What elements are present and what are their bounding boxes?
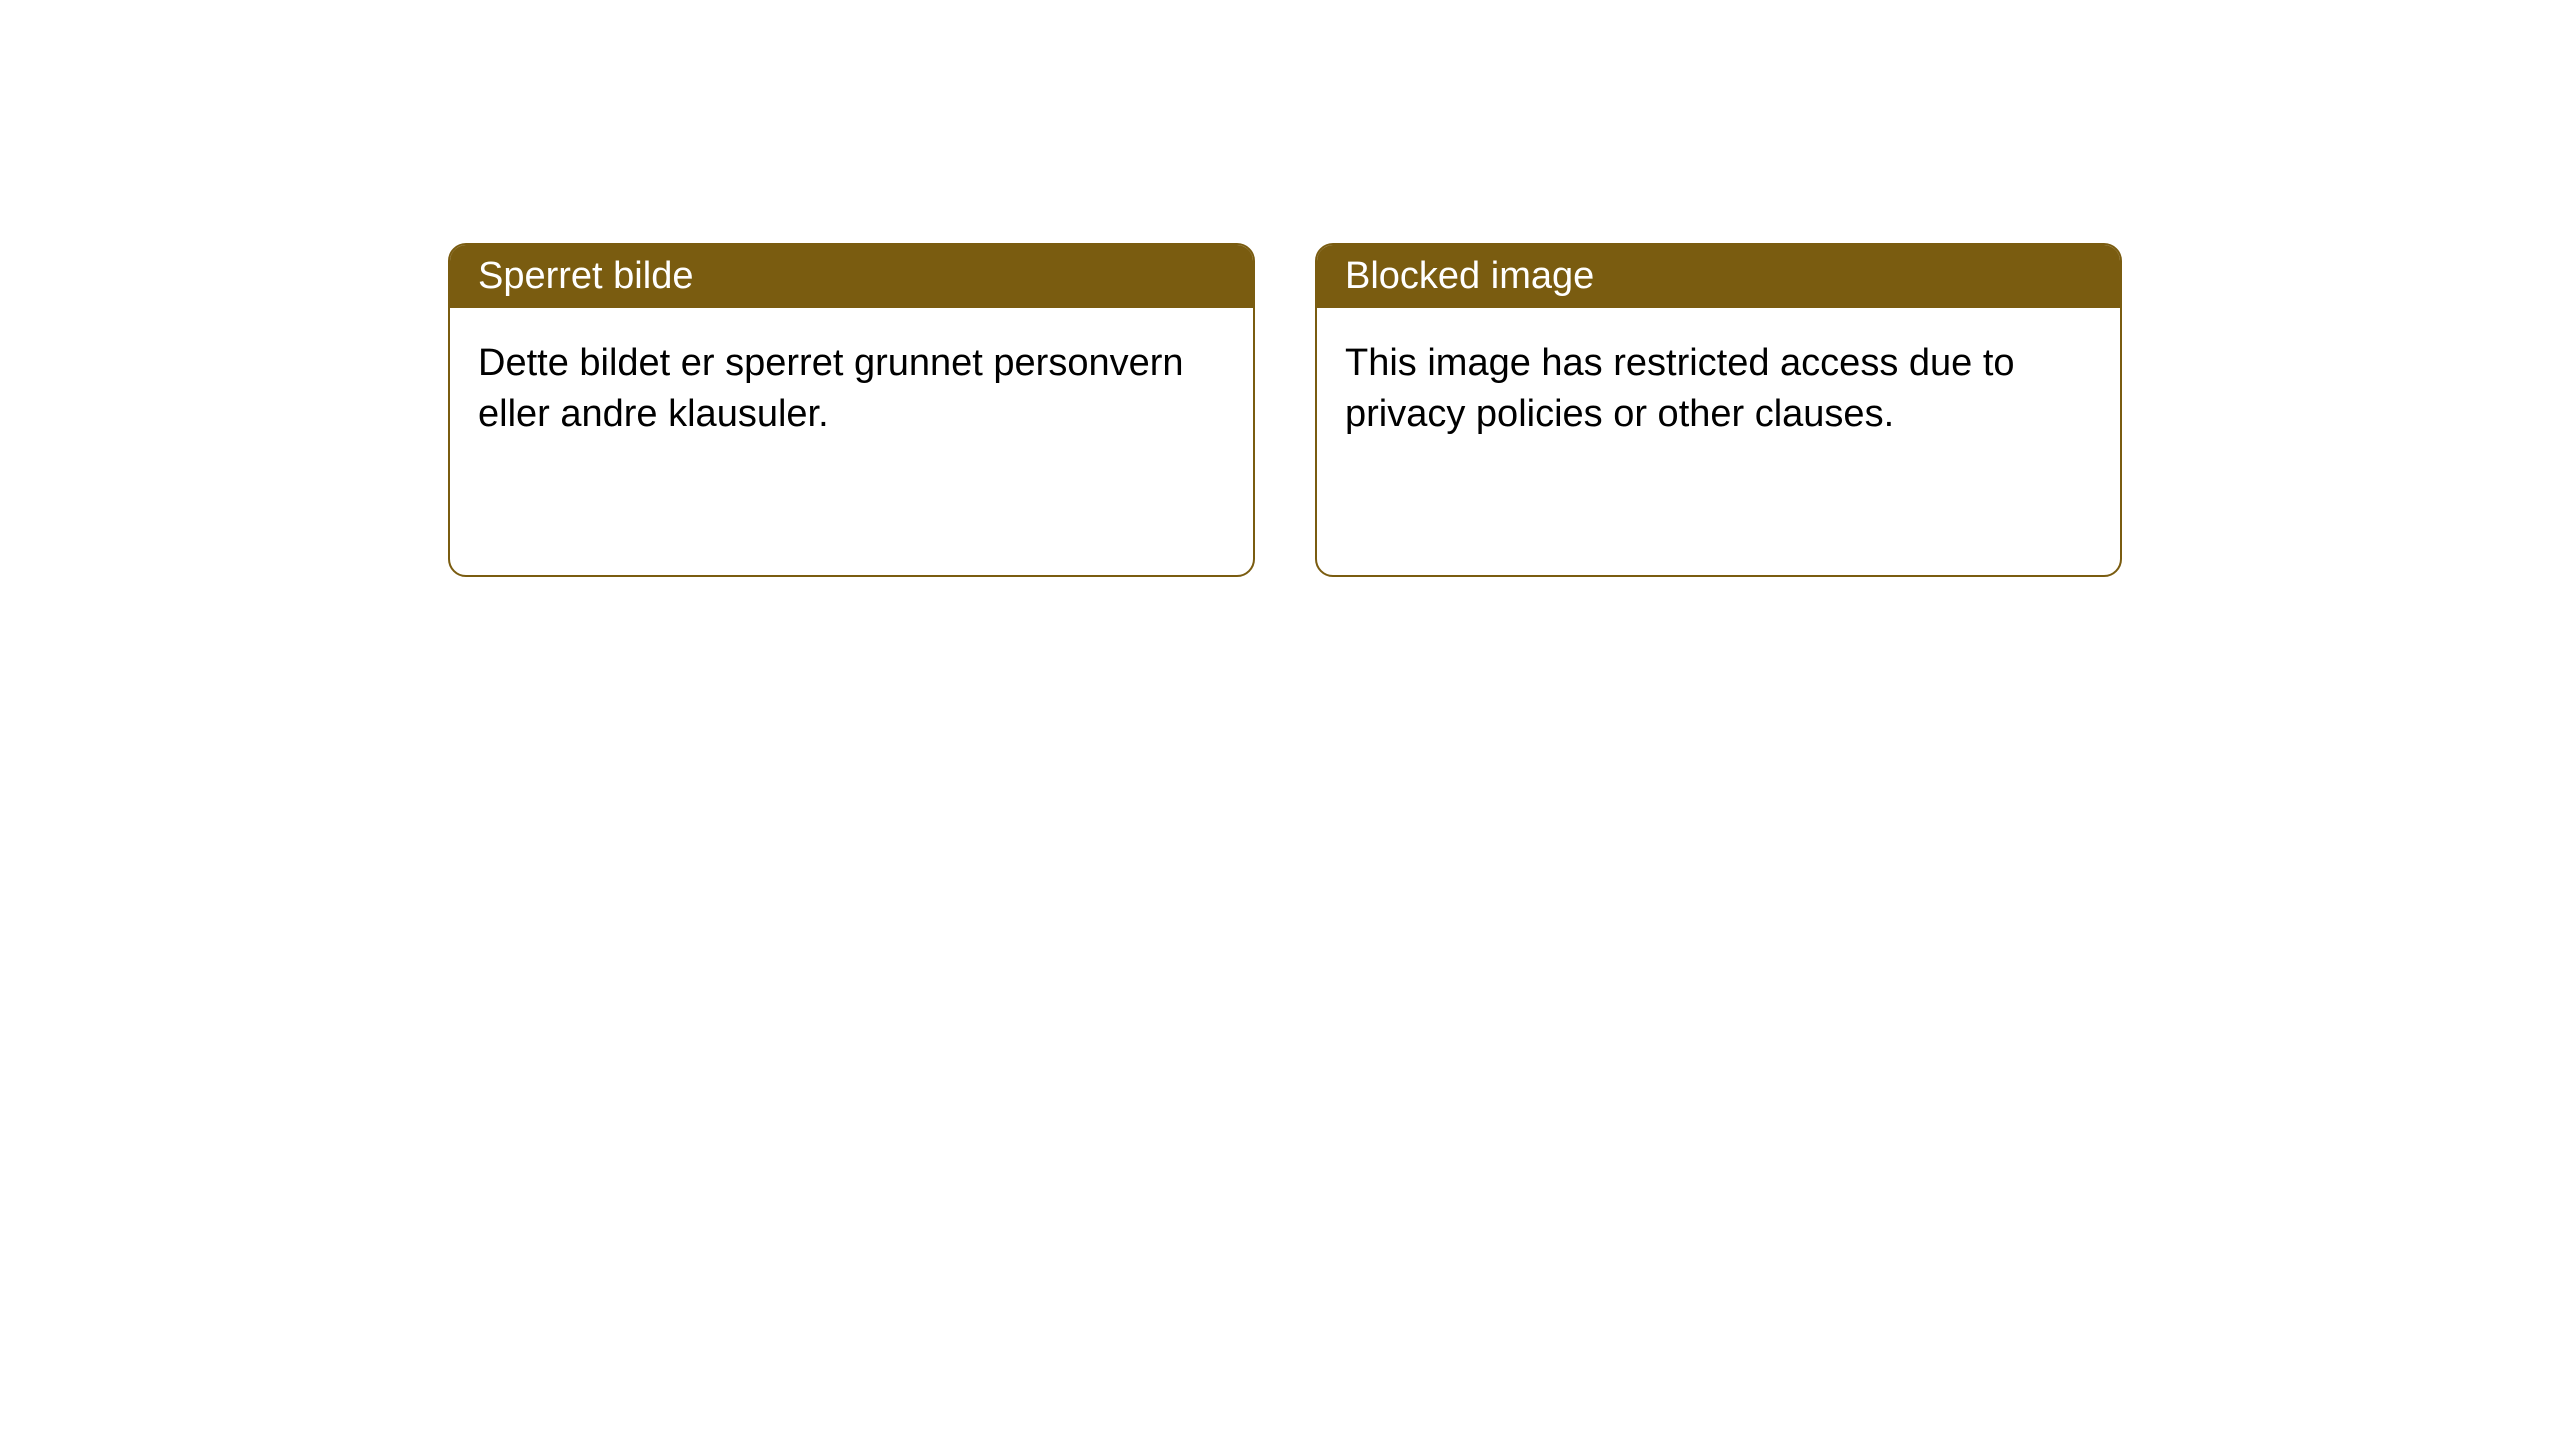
blocked-image-card-english: Blocked image This image has restricted …	[1315, 243, 2122, 577]
card-header-english: Blocked image	[1317, 245, 2120, 308]
blocked-image-card-norwegian: Sperret bilde Dette bildet er sperret gr…	[448, 243, 1255, 577]
card-body-english: This image has restricted access due to …	[1317, 308, 2120, 471]
card-body-norwegian: Dette bildet er sperret grunnet personve…	[450, 308, 1253, 471]
notice-container: Sperret bilde Dette bildet er sperret gr…	[0, 0, 2560, 577]
card-header-norwegian: Sperret bilde	[450, 245, 1253, 308]
